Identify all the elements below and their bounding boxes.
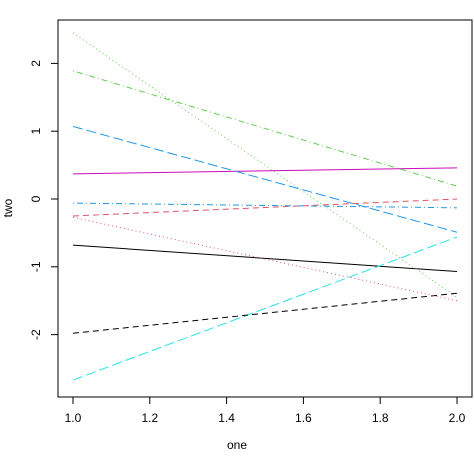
y-tick-label: -2 [29, 329, 43, 340]
series-line [72, 202, 458, 209]
series-line [72, 32, 458, 298]
series-line [72, 167, 458, 175]
series-line [72, 244, 458, 273]
series-line [72, 292, 458, 334]
x-tick-label: 1.2 [141, 411, 158, 425]
series-line [72, 70, 458, 187]
x-tick-label: 1.0 [65, 411, 82, 425]
y-tick-label: -1 [29, 261, 43, 272]
x-tick-label: 1.6 [295, 411, 312, 425]
y-tick-label: 0 [29, 195, 43, 202]
y-axis-label: two [1, 198, 15, 217]
x-tick-label: 2.0 [449, 411, 466, 425]
series-line [72, 236, 458, 381]
y-tick-label: 2 [29, 60, 43, 67]
series-line [72, 198, 458, 217]
plot-frame [57, 19, 473, 398]
series-line [72, 216, 458, 302]
y-tick-label: 1 [29, 128, 43, 135]
x-tick-label: 1.4 [218, 411, 235, 425]
x-axis-label: one [227, 438, 247, 452]
series-line [72, 125, 458, 233]
x-tick-label: 1.8 [372, 411, 389, 425]
